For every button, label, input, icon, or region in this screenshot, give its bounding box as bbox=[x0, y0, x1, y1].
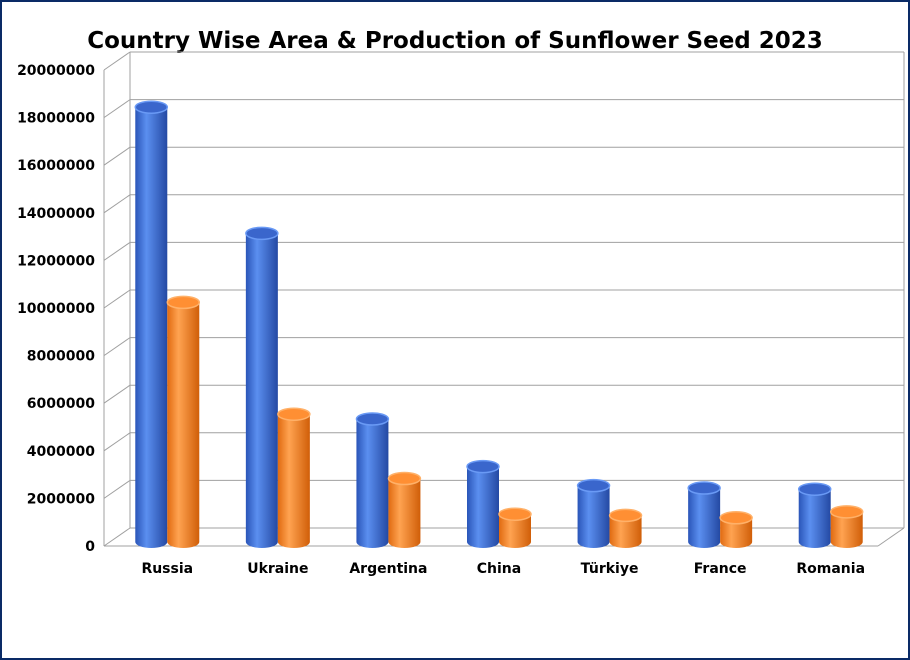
gridline-side-10 bbox=[103, 51, 131, 71]
gridline-side-4 bbox=[103, 337, 131, 357]
gridline-side-8 bbox=[103, 146, 131, 166]
y-tick-label: 6000000 bbox=[27, 396, 95, 412]
bar-Russia-s1 bbox=[166, 295, 201, 548]
bar-Türkiye-s1 bbox=[608, 508, 643, 548]
y-tick-label: 14000000 bbox=[17, 206, 95, 222]
x-category-label: Romania bbox=[796, 561, 865, 577]
y-tick-label: 8000000 bbox=[27, 349, 95, 365]
bar-France-s1 bbox=[719, 511, 753, 548]
bar-China-s0 bbox=[466, 459, 500, 548]
y-tick-label: 16000000 bbox=[17, 158, 95, 174]
gridline-side-3 bbox=[103, 384, 131, 404]
grid-lines bbox=[103, 51, 905, 547]
x-axis-categories: Russia Ukraine Argentina China Türkiye France… bbox=[141, 561, 865, 577]
floor-right-edge bbox=[877, 527, 905, 547]
gridline-side-0 bbox=[103, 527, 131, 547]
x-category-label: France bbox=[694, 561, 747, 577]
x-category-label: Argentina bbox=[349, 561, 427, 577]
gridline-side-1 bbox=[103, 479, 131, 499]
y-axis-ticks: 0 2000000 4000000 6000000 8000000 10000000 120… bbox=[17, 63, 95, 555]
gridline-side-7 bbox=[103, 194, 131, 214]
x-category-label: Türkiye bbox=[581, 561, 639, 577]
gridline-side-2 bbox=[103, 432, 131, 452]
bar-Ukraine-s1 bbox=[277, 407, 311, 548]
y-tick-label: 18000000 bbox=[17, 111, 95, 127]
bar-China-s1 bbox=[498, 507, 532, 548]
bar-Russia-s0 bbox=[134, 100, 169, 548]
y-tick-label: 12000000 bbox=[17, 253, 95, 269]
y-tick-label: 20000000 bbox=[17, 63, 95, 79]
bar-Argentina-s1 bbox=[387, 471, 422, 548]
chart-title: Country Wise Area & Production of Sunflo… bbox=[87, 28, 823, 54]
gridline-side-9 bbox=[103, 99, 131, 119]
gridline-side-6 bbox=[103, 241, 131, 261]
x-category-label: Russia bbox=[141, 561, 193, 577]
bar-Romania-s1 bbox=[829, 505, 864, 548]
bar-France-s0 bbox=[687, 481, 721, 548]
bar-Romania-s0 bbox=[797, 482, 832, 548]
x-category-label: Ukraine bbox=[247, 561, 308, 577]
gridline-side-5 bbox=[103, 289, 131, 309]
bars bbox=[134, 100, 864, 549]
bar-Argentina-s0 bbox=[355, 412, 390, 548]
x-category-label: China bbox=[477, 561, 521, 577]
bar-Ukraine-s0 bbox=[245, 226, 279, 549]
y-tick-label: 10000000 bbox=[17, 301, 95, 317]
y-tick-label: 2000000 bbox=[27, 491, 95, 507]
bar-Türkiye-s0 bbox=[576, 478, 611, 548]
y-tick-label: 0 bbox=[85, 539, 95, 555]
y-tick-label: 4000000 bbox=[27, 444, 95, 460]
